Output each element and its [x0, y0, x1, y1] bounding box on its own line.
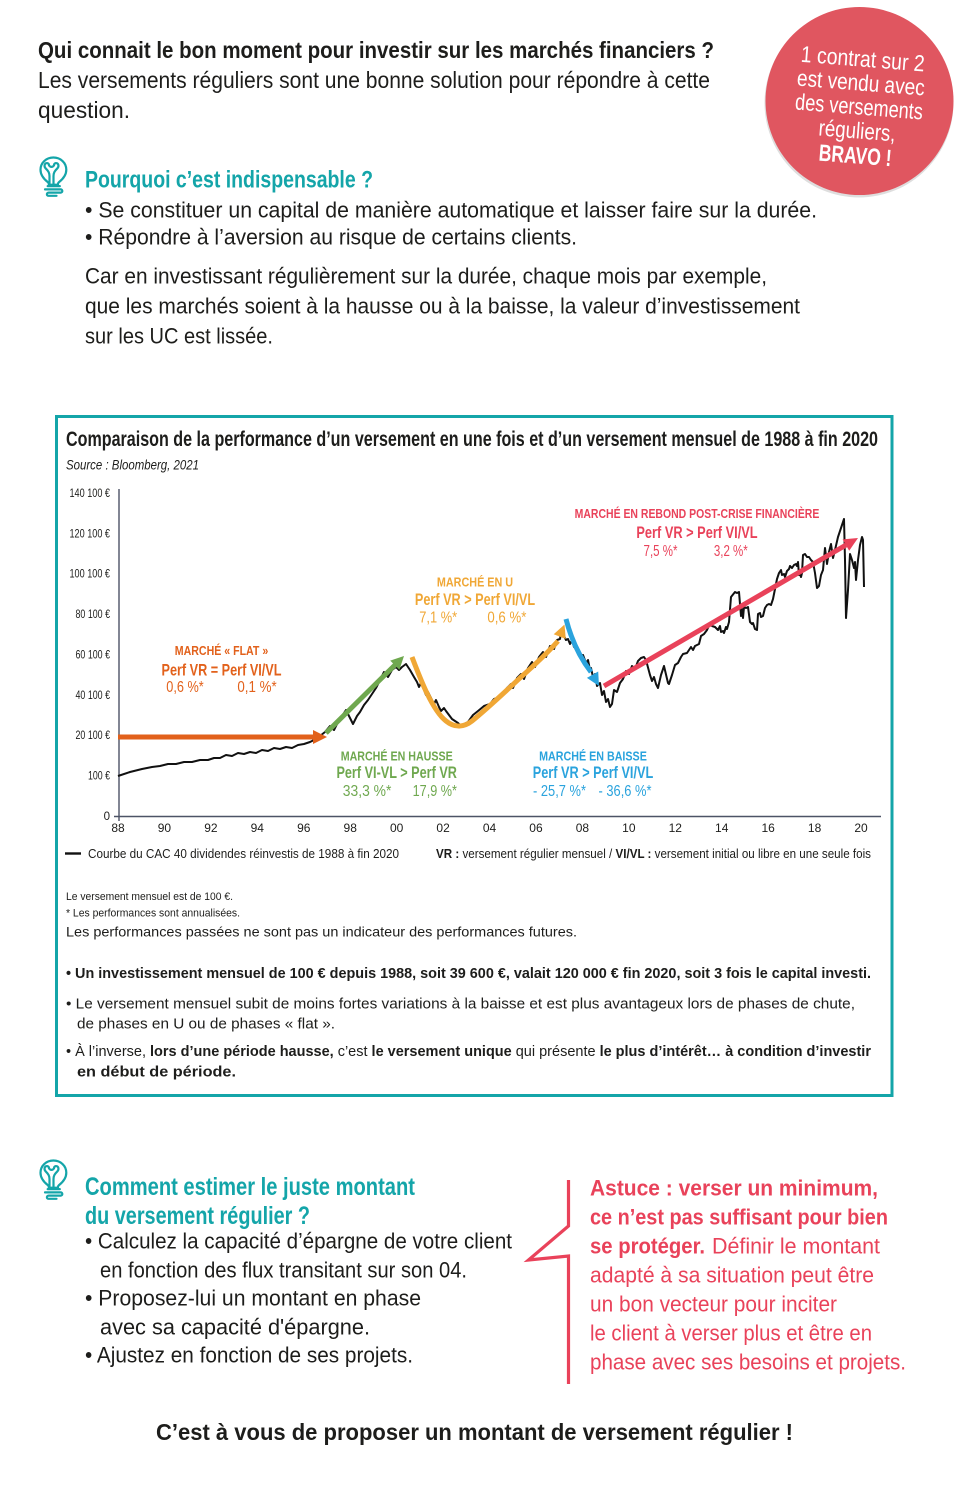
svg-text:BRAVO !: BRAVO ! — [818, 140, 893, 172]
svg-text:80 100 €: 80 100 € — [76, 609, 111, 621]
svg-text:18: 18 — [808, 821, 822, 835]
svg-text:Définir le montant: Définir le montant — [712, 1234, 881, 1259]
svg-text:0,1 %*: 0,1 %* — [237, 679, 276, 696]
svg-text:14: 14 — [715, 821, 729, 835]
svg-text:Astuce : verser un minimum,: Astuce : verser un minimum, — [590, 1176, 878, 1201]
svg-text:16: 16 — [761, 821, 775, 835]
svg-text:MARCHÉ EN BAISSE: MARCHÉ EN BAISSE — [539, 748, 647, 763]
svg-text:0: 0 — [104, 811, 110, 823]
svg-text:Comment estimer le juste monta: Comment estimer le juste montant — [85, 1173, 416, 1201]
svg-text:que les marchés soient à la ha: que les marchés soient à la hausse ou à … — [85, 294, 801, 319]
svg-text:Source : Bloomberg, 2021: Source : Bloomberg, 2021 — [66, 458, 199, 473]
svg-text:MARCHÉ EN U: MARCHÉ EN U — [437, 575, 513, 590]
svg-text:VR : versement régulier mensue: VR : versement régulier mensuel / VI/VL … — [436, 846, 871, 861]
svg-text:Car en investissant régulièrem: Car en investissant régulièrement sur la… — [85, 264, 767, 289]
svg-text:adapté à sa situation peut êtr: adapté à sa situation peut être — [590, 1263, 874, 1288]
svg-text:Perf VI-VL > Perf VR: Perf VI-VL > Perf VR — [336, 763, 457, 782]
svg-text:* Les performances sont annual: * Les performances sont annualisées. — [66, 908, 240, 920]
svg-text:de phases en U ou de phases «: de phases en U ou de phases « flat ». — [77, 1017, 335, 1033]
svg-text:10: 10 — [622, 821, 636, 835]
svg-text:Qui connait le bon moment pour: Qui connait le bon moment pour investir … — [38, 37, 714, 63]
svg-text:140 100 €: 140 100 € — [70, 488, 111, 500]
svg-text:en début de période.: en début de période. — [77, 1065, 236, 1081]
svg-text:sur les UC est lissée.: sur les UC est lissée. — [85, 324, 273, 349]
svg-text:ce n’est pas suffisant pour bi: ce n’est pas suffisant pour bien — [590, 1205, 888, 1230]
svg-text:00: 00 — [390, 821, 404, 835]
svg-text:• Le versement mensuel subit d: • Le versement mensuel subit de moins fo… — [66, 997, 855, 1013]
svg-text:C’est à vous de proposer un mo: C’est à vous de proposer un montant de v… — [156, 1419, 793, 1445]
svg-text:3,2 %*: 3,2 %* — [714, 543, 748, 560]
svg-text:Perf VR = Perf VI/VL: Perf VR = Perf VI/VL — [162, 661, 282, 680]
svg-text:08: 08 — [576, 821, 590, 835]
svg-text:92: 92 — [204, 821, 218, 835]
svg-text:90: 90 — [158, 821, 172, 835]
svg-text:0,6 %*: 0,6 %* — [166, 679, 203, 696]
svg-text:Comparaison de la performance: Comparaison de la performance d’un verse… — [66, 427, 878, 451]
svg-text:120 100 €: 120 100 € — [70, 528, 111, 540]
svg-text:17,9 %*: 17,9 %* — [413, 783, 457, 800]
svg-text:phase avec ses besoins et proj: phase avec ses besoins et projets. — [590, 1350, 906, 1375]
svg-text:100 €: 100 € — [88, 770, 110, 782]
svg-text:7,1 %*: 7,1 %* — [419, 609, 457, 626]
svg-text:02: 02 — [436, 821, 450, 835]
svg-text:12: 12 — [669, 821, 683, 835]
svg-text:33,3 %*: 33,3 %* — [343, 783, 392, 800]
svg-text:04: 04 — [483, 821, 497, 835]
svg-text:se protéger.: se protéger. — [590, 1234, 705, 1259]
svg-text:MARCHÉ EN HAUSSE: MARCHÉ EN HAUSSE — [341, 748, 453, 763]
svg-text:• Se constituer un capital de: • Se constituer un capital de manière au… — [85, 198, 817, 223]
svg-text:avec sa capacité d'épargne.: avec sa capacité d'épargne. — [100, 1315, 370, 1340]
svg-text:Le versement mensuel est de 10: Le versement mensuel est de 100 €. — [66, 891, 233, 903]
svg-text:60 100 €: 60 100 € — [76, 649, 111, 661]
svg-text:98: 98 — [344, 821, 358, 835]
svg-text:40 100 €: 40 100 € — [76, 690, 111, 702]
svg-text:100 100 €: 100 100 € — [70, 569, 111, 581]
svg-text:du versement régulier ?: du versement régulier ? — [85, 1202, 310, 1230]
svg-text:en fonction des flux transitan: en fonction des flux transitant sur son … — [100, 1258, 467, 1283]
svg-text:question.: question. — [38, 97, 130, 123]
svg-text:• À l’inverse, lors d’une péri: • À l’inverse, lors d’une période hausse… — [66, 1043, 871, 1060]
svg-text:0,6 %*: 0,6 %* — [487, 609, 526, 626]
svg-text:Pourquoi c’est indispensable ?: Pourquoi c’est indispensable ? — [85, 167, 373, 194]
svg-text:20 100 €: 20 100 € — [76, 730, 111, 742]
svg-text:un bon vecteur pour inciter: un bon vecteur pour inciter — [590, 1292, 837, 1317]
svg-text:• Proposez-lui un montant en p: • Proposez-lui un montant en phase — [85, 1286, 421, 1311]
svg-text:- 25,7 %*: - 25,7 %* — [533, 783, 586, 800]
svg-text:06: 06 — [529, 821, 543, 835]
svg-text:Courbe du CAC 40 dividendes ré: Courbe du CAC 40 dividendes réinvestis d… — [88, 846, 399, 861]
svg-text:Les versements réguliers sont: Les versements réguliers sont une bonne … — [38, 67, 710, 93]
svg-text:- 36,6 %*: - 36,6 %* — [599, 783, 652, 800]
svg-text:88: 88 — [111, 821, 125, 835]
svg-text:20: 20 — [854, 821, 868, 835]
svg-text:MARCHÉ « FLAT »: MARCHÉ « FLAT » — [175, 643, 269, 658]
svg-text:• Calculez la capacité d’éparg: • Calculez la capacité d’épargne de votr… — [85, 1229, 513, 1254]
svg-text:Perf VR > Perf VI/VL: Perf VR > Perf VI/VL — [533, 763, 654, 782]
svg-text:le client à verser plus et êtr: le client à verser plus et être en — [590, 1321, 872, 1346]
svg-text:94: 94 — [251, 821, 265, 835]
svg-text:• Un investissement mensuel de: • Un investissement mensuel de 100 € dep… — [66, 966, 871, 982]
svg-text:MARCHÉ EN REBOND POST-CRISE FI: MARCHÉ EN REBOND POST-CRISE FINANCIÈRE — [575, 506, 820, 521]
svg-text:7,5 %*: 7,5 %* — [644, 543, 678, 560]
svg-text:• Répondre à l’aversion au ris: • Répondre à l’aversion au risque de cer… — [85, 225, 577, 250]
svg-text:• Ajustez en fonction de ses p: • Ajustez en fonction de ses projets. — [85, 1343, 413, 1368]
svg-text:réguliers,: réguliers, — [818, 114, 897, 146]
svg-text:Perf VR > Perf VI/VL: Perf VR > Perf VI/VL — [636, 523, 757, 542]
svg-text:Les performances passées ne so: Les performances passées ne sont pas un … — [66, 924, 577, 940]
svg-text:96: 96 — [297, 821, 311, 835]
svg-text:Perf VR > Perf VI/VL: Perf VR > Perf VI/VL — [415, 590, 535, 609]
